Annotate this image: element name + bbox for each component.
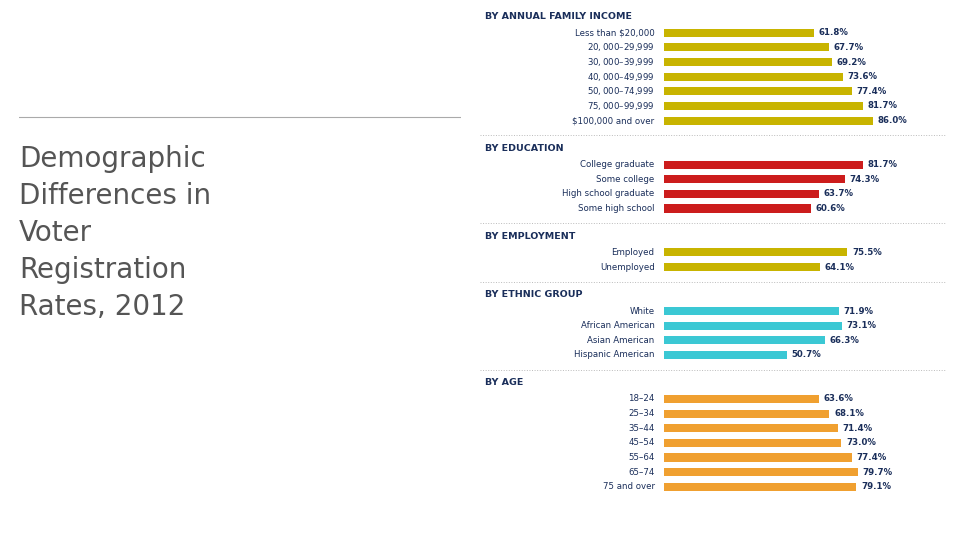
Text: 77.4%: 77.4% bbox=[856, 453, 887, 462]
Text: Some high school: Some high school bbox=[578, 204, 655, 213]
Bar bbox=[664, 29, 814, 37]
Text: 66.3%: 66.3% bbox=[829, 336, 859, 345]
Bar bbox=[664, 175, 845, 183]
Text: 73.0%: 73.0% bbox=[846, 438, 876, 447]
Bar bbox=[664, 307, 839, 315]
Text: BY EDUCATION: BY EDUCATION bbox=[485, 144, 564, 153]
Text: 69.2%: 69.2% bbox=[837, 58, 867, 66]
Bar bbox=[664, 322, 842, 330]
Bar bbox=[664, 439, 841, 447]
Text: Demographic
Differences in
Voter
Registration
Rates, 2012: Demographic Differences in Voter Registr… bbox=[19, 145, 211, 321]
Text: Hispanic American: Hispanic American bbox=[574, 350, 655, 360]
Text: 73.6%: 73.6% bbox=[848, 72, 877, 81]
Text: 68.1%: 68.1% bbox=[834, 409, 864, 418]
Text: $50,000–$74,999: $50,000–$74,999 bbox=[587, 85, 655, 97]
Text: 86.0%: 86.0% bbox=[877, 116, 907, 125]
Bar bbox=[664, 58, 832, 66]
Text: 50.7%: 50.7% bbox=[792, 350, 822, 360]
Text: 74.3%: 74.3% bbox=[850, 175, 879, 184]
Text: BY EMPLOYMENT: BY EMPLOYMENT bbox=[485, 232, 575, 241]
Bar bbox=[664, 117, 873, 125]
Text: Unemployed: Unemployed bbox=[600, 262, 655, 272]
Bar bbox=[664, 351, 787, 359]
Text: $40,000–$49,999: $40,000–$49,999 bbox=[587, 71, 655, 83]
Bar bbox=[664, 205, 811, 213]
Text: 55–64: 55–64 bbox=[628, 453, 655, 462]
Text: 79.1%: 79.1% bbox=[861, 482, 891, 491]
Text: 71.9%: 71.9% bbox=[844, 307, 874, 315]
Text: African American: African American bbox=[581, 321, 655, 330]
Text: College graduate: College graduate bbox=[581, 160, 655, 169]
Text: Less than $20,000: Less than $20,000 bbox=[575, 28, 655, 37]
Text: 67.7%: 67.7% bbox=[833, 43, 863, 52]
Bar bbox=[664, 468, 857, 476]
Text: 18–24: 18–24 bbox=[628, 394, 655, 403]
Bar bbox=[664, 248, 848, 256]
Bar bbox=[664, 483, 856, 491]
Bar bbox=[664, 73, 843, 81]
Text: BY ANNUAL FAMILY INCOME: BY ANNUAL FAMILY INCOME bbox=[485, 12, 632, 21]
Bar bbox=[664, 263, 820, 271]
Text: 71.4%: 71.4% bbox=[842, 424, 873, 433]
Text: 77.4%: 77.4% bbox=[856, 87, 887, 96]
Text: 81.7%: 81.7% bbox=[867, 102, 898, 111]
Bar bbox=[664, 395, 819, 403]
Bar bbox=[664, 43, 828, 51]
Text: BY ETHNIC GROUP: BY ETHNIC GROUP bbox=[485, 291, 582, 299]
Text: 45–54: 45–54 bbox=[628, 438, 655, 447]
Bar bbox=[664, 190, 819, 198]
Text: 81.7%: 81.7% bbox=[867, 160, 898, 169]
Text: 60.6%: 60.6% bbox=[816, 204, 846, 213]
Bar bbox=[664, 424, 837, 432]
Bar bbox=[664, 454, 852, 462]
Text: 63.7%: 63.7% bbox=[824, 190, 853, 198]
Text: 64.1%: 64.1% bbox=[825, 262, 854, 272]
Text: 35–44: 35–44 bbox=[628, 424, 655, 433]
Text: 75 and over: 75 and over bbox=[603, 482, 655, 491]
Text: $20,000–$29,999: $20,000–$29,999 bbox=[588, 42, 655, 53]
Bar bbox=[664, 336, 825, 345]
Text: High school graduate: High school graduate bbox=[563, 190, 655, 198]
Text: 61.8%: 61.8% bbox=[819, 28, 849, 37]
Bar bbox=[664, 409, 829, 417]
Bar bbox=[664, 160, 863, 168]
Text: 25–34: 25–34 bbox=[628, 409, 655, 418]
Bar bbox=[664, 102, 863, 110]
Text: $30,000–$39,999: $30,000–$39,999 bbox=[587, 56, 655, 68]
Text: 73.1%: 73.1% bbox=[847, 321, 876, 330]
Bar bbox=[664, 87, 852, 96]
Text: BY AGE: BY AGE bbox=[485, 379, 523, 387]
Text: White: White bbox=[630, 307, 655, 315]
Text: $75,000–$99,999: $75,000–$99,999 bbox=[587, 100, 655, 112]
Text: 63.6%: 63.6% bbox=[824, 394, 853, 403]
Text: 75.5%: 75.5% bbox=[852, 248, 882, 257]
Text: 65–74: 65–74 bbox=[628, 468, 655, 477]
Text: Some college: Some college bbox=[596, 175, 655, 184]
Text: Employed: Employed bbox=[612, 248, 655, 257]
Text: $100,000 and over: $100,000 and over bbox=[572, 116, 655, 125]
Text: 79.7%: 79.7% bbox=[862, 468, 893, 477]
Text: Asian American: Asian American bbox=[588, 336, 655, 345]
